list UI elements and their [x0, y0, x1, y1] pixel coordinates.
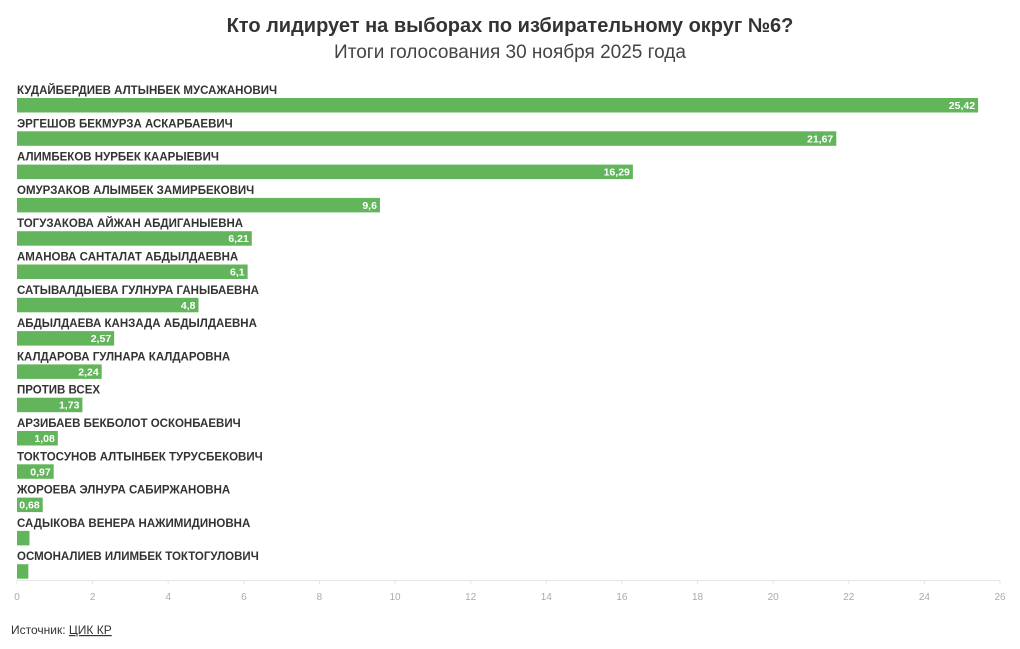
value-label: 9,6 [362, 200, 377, 212]
category-label: АМАНОВА САНТАЛАТ АБДЫЛДАЕВНА [17, 252, 238, 264]
source: Источник: ЦИК КР [11, 623, 112, 637]
x-tick-label: 14 [541, 592, 553, 603]
bar [17, 98, 979, 113]
bar [17, 197, 380, 213]
bar [17, 530, 30, 546]
x-tick-label: 0 [14, 592, 20, 603]
bar [17, 564, 29, 579]
value-label: 6,21 [228, 233, 249, 245]
category-label: АЛИМБЕКОВ НУРБЕК КААРЫЕВИЧ [17, 152, 219, 164]
category-label: ОМУРЗАКОВ АЛЫМБЕК ЗАМИРБЕКОВИЧ [17, 185, 254, 197]
x-tick-label: 18 [692, 592, 704, 603]
bar [17, 231, 252, 246]
x-tick-label: 6 [241, 592, 247, 603]
category-label: КАЛДАРОВА ГУЛНАРА КАЛДАРОВНА [17, 351, 230, 363]
category-label: ЖОРОЕВА ЭЛНУРА САБИРЖАНОВНА [16, 485, 230, 497]
value-label: 0,68 [19, 500, 40, 512]
value-label: 6,1 [230, 267, 245, 279]
category-label: САДЫКОВА ВЕНЕРА НАЖИМИДИНОВНА [17, 518, 250, 530]
bar [17, 331, 115, 346]
x-tick-label: 12 [465, 592, 477, 603]
value-label: 16,29 [604, 167, 630, 179]
bar [17, 397, 83, 413]
x-tick-label: 4 [165, 592, 171, 603]
x-tick-label: 24 [919, 592, 931, 603]
category-label: САТЫВАЛДЫЕВА ГУЛНУРА ГАНЫБАЕВНА [17, 285, 259, 297]
bar [17, 464, 54, 479]
source-label: Источник: [11, 623, 66, 637]
bar [17, 164, 633, 180]
category-label: АБДЫЛДАЕВА КАНЗАДА АБДЫЛДАЕВНА [17, 318, 257, 330]
chart-title: Кто лидирует на выборах по избирательном… [227, 15, 794, 37]
value-label: 2,24 [78, 366, 99, 378]
value-label: 1,08 [34, 433, 55, 445]
value-label: 2,57 [91, 333, 112, 345]
value-label: 1,73 [59, 400, 80, 412]
bar [17, 364, 102, 379]
category-label: ТОКТОСУНОВ АЛТЫНБЕК ТУРУСБЕКОВИЧ [17, 451, 263, 463]
value-label: 25,42 [949, 100, 975, 112]
x-tick-label: 16 [616, 592, 628, 603]
x-tick-label: 8 [317, 592, 323, 603]
x-tick-label: 26 [994, 592, 1006, 603]
category-label: ПРОТИВ ВСЕХ [17, 385, 100, 397]
bar [17, 264, 248, 279]
value-label: 4,8 [181, 300, 196, 312]
chart-subtitle: Итоги голосования 30 ноября 2025 года [334, 42, 686, 63]
category-label: ТОГУЗАКОВА АЙЖАН АБДИГАНЫЕВНА [17, 217, 243, 230]
bar [17, 497, 43, 513]
x-tick-label: 20 [768, 592, 780, 603]
bar [17, 131, 837, 146]
value-label: 21,67 [807, 133, 833, 145]
x-tick-label: 22 [843, 592, 855, 603]
bar [17, 297, 199, 313]
x-tick-label: 10 [390, 592, 402, 603]
source-link[interactable]: ЦИК КР [69, 623, 112, 637]
category-label: АРЗИБАЕВ БЕКБОЛОТ ОСКОНБАЕВИЧ [17, 418, 241, 430]
value-label: 0,97 [30, 466, 51, 478]
bar [17, 431, 58, 446]
category-label: ОСМОНАЛИЕВ ИЛИМБЕК ТОКТОГУЛОВИЧ [17, 551, 259, 563]
x-tick-label: 2 [90, 592, 96, 603]
category-label: ЭРГЕШОВ БЕКМУРЗА АСКАРБАЕВИЧ [17, 118, 233, 130]
category-label: КУДАЙБЕРДИЕВ АЛТЫНБЕК МУСАЖАНОВИЧ [17, 84, 277, 97]
